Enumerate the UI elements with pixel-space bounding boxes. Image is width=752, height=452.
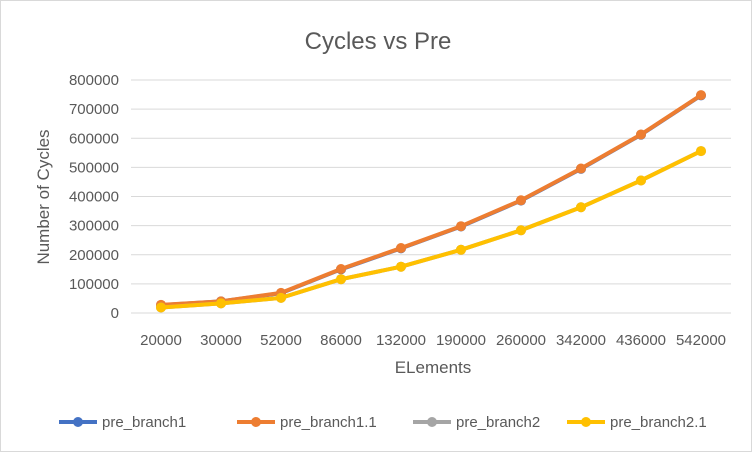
x-tick-label: 86000 bbox=[320, 332, 362, 349]
series-line-pre_branch1.1 bbox=[159, 93, 703, 307]
series-pre_branch1 bbox=[156, 90, 706, 311]
series-line-pre_branch2.1 bbox=[159, 149, 703, 310]
x-axis-ticks: 20000 30000 52000 86000 132000 190000 260000 34… bbox=[140, 332, 726, 349]
data-point bbox=[396, 243, 406, 254]
data-point bbox=[336, 264, 346, 275]
y-tick-label: 300000 bbox=[69, 218, 119, 235]
legend: pre_branch1 pre_branch1.1 pre_branch2 pre_b… bbox=[59, 414, 707, 431]
legend-swatch-marker bbox=[427, 417, 437, 427]
y-tick-label: 700000 bbox=[69, 101, 119, 118]
x-tick-label: 260000 bbox=[496, 332, 546, 349]
x-axis-title: ELements bbox=[395, 358, 472, 377]
y-tick-label: 100000 bbox=[69, 276, 119, 293]
data-point bbox=[516, 225, 526, 236]
data-point bbox=[516, 195, 526, 206]
legend-label: pre_branch2.1 bbox=[610, 414, 707, 431]
data-point bbox=[456, 244, 466, 255]
x-tick-label: 52000 bbox=[260, 332, 302, 349]
data-point bbox=[696, 90, 706, 101]
series-pre_branch2.1 bbox=[156, 146, 706, 313]
x-tick-label: 436000 bbox=[616, 332, 666, 349]
y-tick-label: 500000 bbox=[69, 159, 119, 176]
series-pre_branch1.1 bbox=[156, 90, 706, 310]
x-tick-label: 542000 bbox=[676, 332, 726, 349]
legend-item-pre_branch1.1: pre_branch1.1 bbox=[237, 414, 377, 431]
y-axis-ticks: 0 100000 200000 300000 400000 500000 600000 700… bbox=[69, 72, 119, 322]
chart-title: Cycles vs Pre bbox=[305, 28, 452, 55]
legend-label: pre_branch2 bbox=[456, 414, 540, 431]
data-point bbox=[696, 146, 706, 157]
data-point bbox=[576, 202, 586, 213]
legend-item-pre_branch2: pre_branch2 bbox=[413, 414, 540, 431]
series-lines bbox=[156, 90, 706, 313]
y-axis-title: Number of Cycles bbox=[34, 129, 53, 264]
data-point bbox=[336, 274, 346, 285]
legend-swatch-marker bbox=[251, 417, 261, 427]
series-line-pre_branch1 bbox=[159, 93, 703, 308]
y-tick-label: 800000 bbox=[69, 72, 119, 89]
x-tick-label: 190000 bbox=[436, 332, 486, 349]
y-tick-label: 200000 bbox=[69, 247, 119, 264]
legend-label: pre_branch1 bbox=[102, 414, 186, 431]
data-point bbox=[636, 175, 646, 186]
x-tick-label: 132000 bbox=[376, 332, 426, 349]
data-point bbox=[576, 163, 586, 174]
legend-item-pre_branch1: pre_branch1 bbox=[59, 414, 186, 431]
gridlines bbox=[131, 79, 731, 314]
data-point bbox=[456, 221, 466, 232]
x-tick-label: 342000 bbox=[556, 332, 606, 349]
legend-label: pre_branch1.1 bbox=[280, 414, 377, 431]
data-point bbox=[396, 261, 406, 272]
legend-swatch-marker bbox=[581, 417, 591, 427]
legend-item-pre_branch2.1: pre_branch2.1 bbox=[567, 414, 707, 431]
legend-swatch-marker bbox=[73, 417, 83, 427]
data-point bbox=[276, 292, 286, 303]
data-point bbox=[156, 302, 166, 313]
series-pre_branch2 bbox=[156, 146, 706, 313]
y-tick-label: 400000 bbox=[69, 189, 119, 206]
x-tick-label: 30000 bbox=[200, 332, 242, 349]
data-point bbox=[636, 129, 646, 140]
x-tick-label: 20000 bbox=[140, 332, 182, 349]
data-point bbox=[216, 298, 226, 309]
y-tick-label: 0 bbox=[111, 305, 119, 322]
y-tick-label: 600000 bbox=[69, 130, 119, 147]
